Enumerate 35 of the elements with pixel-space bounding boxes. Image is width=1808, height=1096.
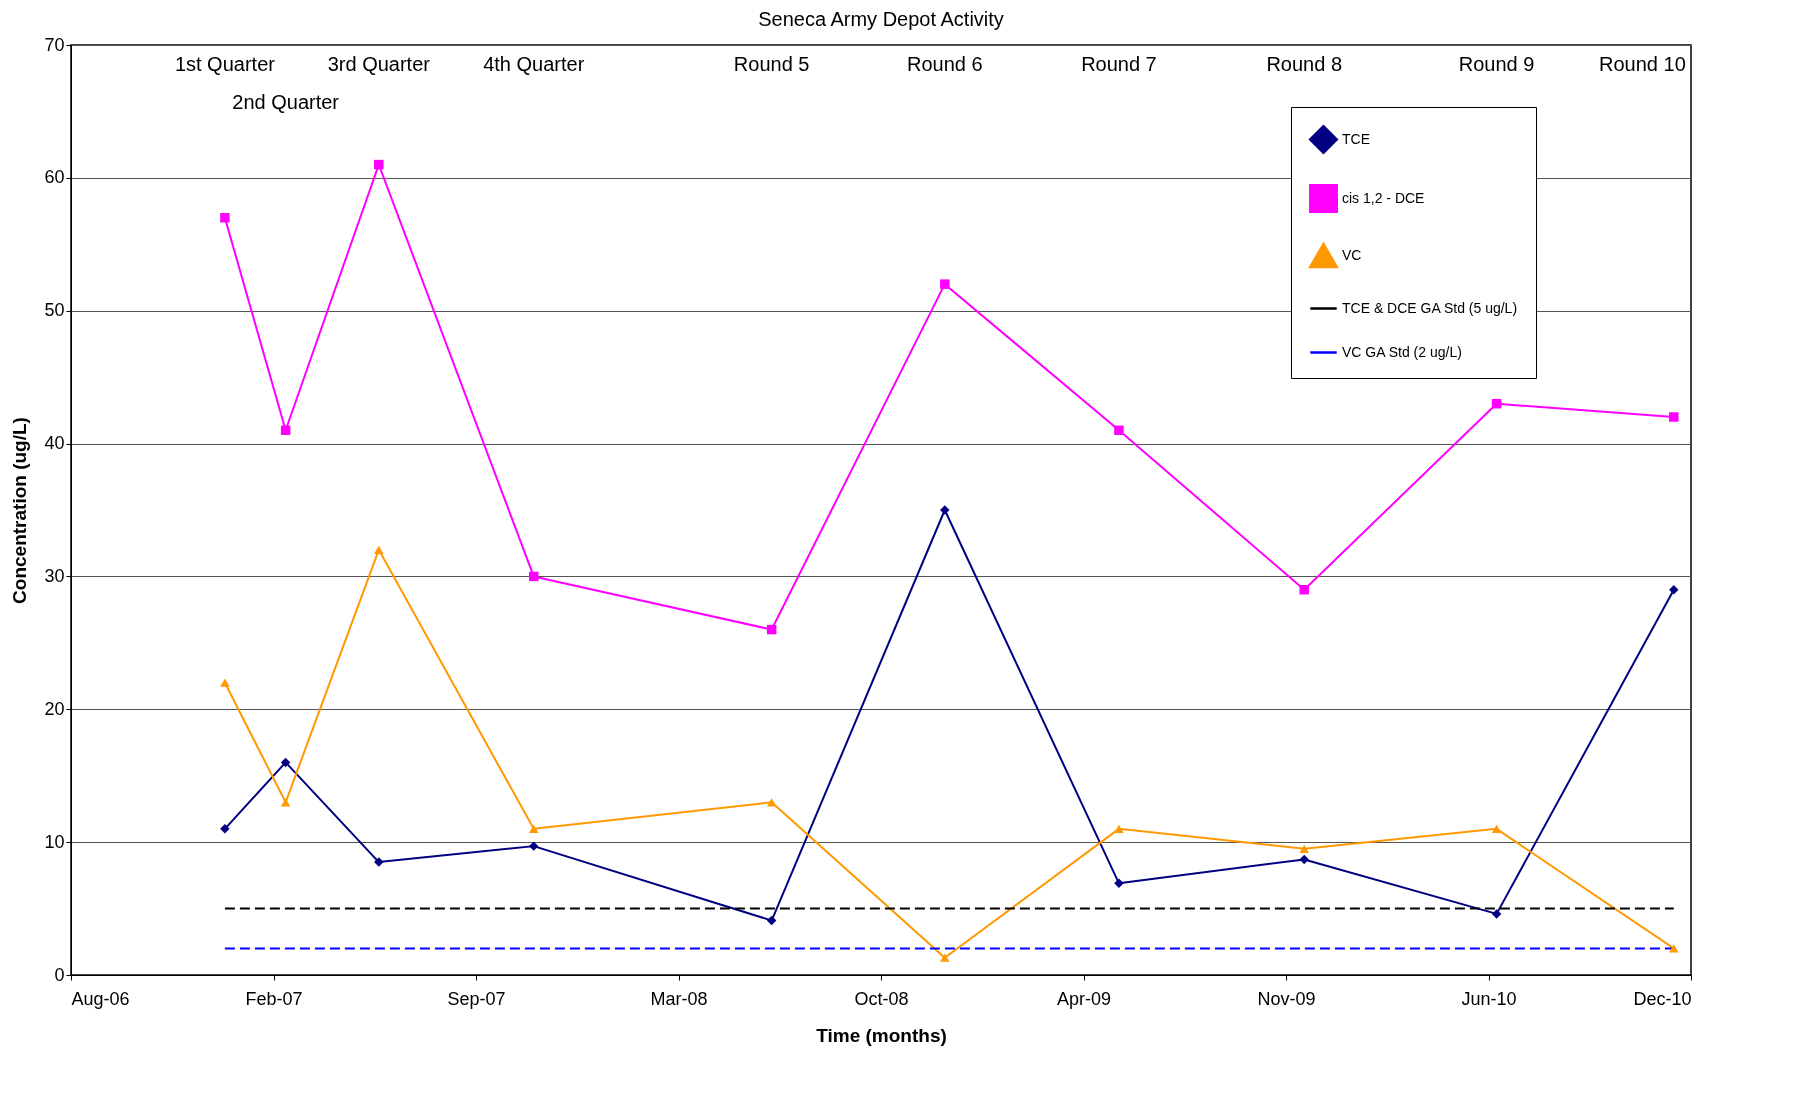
- x-tick-label: Mar-08: [650, 988, 708, 1009]
- annotation: 1st Quarter: [174, 53, 276, 75]
- y-tick-label: 50: [44, 300, 65, 321]
- x-tick-label: Sep-07: [447, 988, 506, 1009]
- annotation: 3rd Quarter: [327, 53, 431, 75]
- annotation: Round 5: [733, 53, 810, 75]
- x-tick-label: Dec-10: [1633, 988, 1692, 1009]
- annotation: Round 7: [1081, 53, 1157, 75]
- y-tick-label: 0: [54, 964, 65, 985]
- x-tick-label: Nov-09: [1257, 988, 1316, 1009]
- x-tick-label: Oct-08: [854, 988, 909, 1009]
- y-tick-label: 70: [44, 34, 65, 55]
- x-tick-label: Apr-09: [1056, 988, 1112, 1009]
- legend-label: TCE & DCE GA Std (5 ug/L): [1342, 299, 1518, 316]
- x-tick-label: Jun-10: [1461, 988, 1517, 1009]
- y-tick-label: 20: [44, 698, 65, 719]
- y-tick-label: 60: [44, 167, 65, 188]
- x-tick-label: Feb-07: [245, 988, 303, 1009]
- y-tick-label: 40: [44, 433, 65, 454]
- annotation: 4th Quarter: [483, 53, 585, 75]
- legend-label: VC: [1342, 246, 1362, 263]
- legend-label: TCE: [1342, 130, 1370, 147]
- legend-label: VC GA Std (2 ug/L): [1342, 343, 1462, 360]
- y-tick-label: 30: [44, 565, 65, 586]
- annotation: Round 8: [1266, 53, 1343, 75]
- annotation: 2nd Quarter: [232, 91, 340, 113]
- y-axis-title: Concentration (ug/L): [9, 417, 31, 604]
- annotation: Round 10: [1599, 53, 1686, 75]
- chart-title: Seneca Army Depot Activity: [758, 8, 1004, 30]
- x-tick-label: Aug-06: [71, 988, 130, 1009]
- annotation: Round 6: [906, 53, 983, 75]
- x-axis-title: Time (months): [816, 1024, 947, 1046]
- annotation: Round 9: [1458, 53, 1535, 75]
- y-tick-label: 10: [44, 831, 65, 852]
- legend-label: cis 1,2 - DCE: [1342, 189, 1425, 206]
